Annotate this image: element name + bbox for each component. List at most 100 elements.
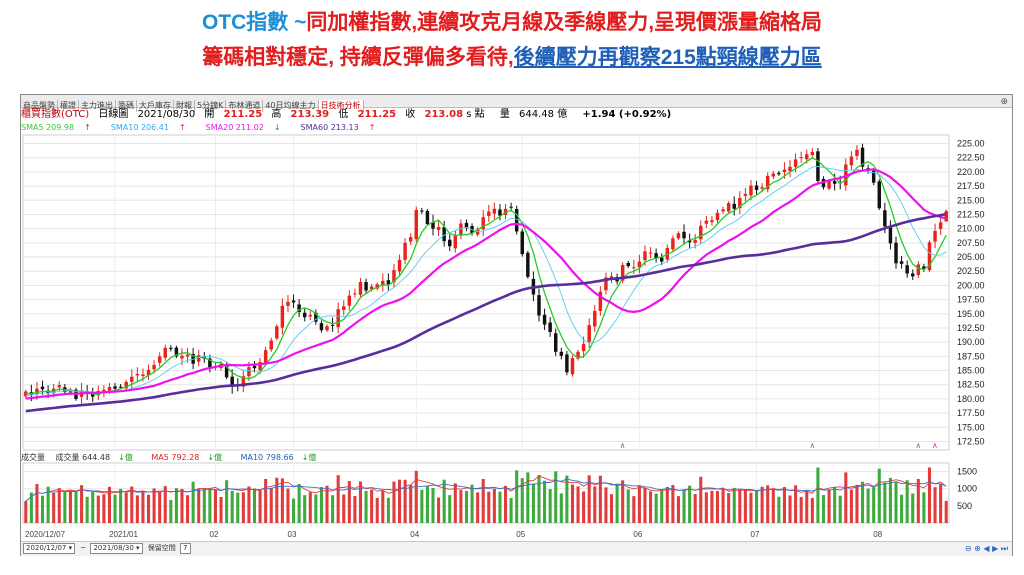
candle-body-95	[553, 333, 558, 352]
scroll-right-icon[interactable]: ▶	[992, 544, 999, 553]
low-field: 低 211.25	[338, 109, 396, 120]
candle-body-45	[275, 326, 279, 339]
candle-body-83	[487, 211, 491, 216]
volume-bar-69	[409, 485, 413, 523]
volume-bar-50	[303, 495, 307, 523]
volume-bar-133	[766, 485, 770, 523]
candle-body-112	[648, 252, 653, 254]
date-to-value: 2021/08/30	[93, 544, 134, 552]
candle-body-116	[671, 238, 675, 250]
candle-body-118	[682, 231, 686, 239]
candle-body-39	[241, 376, 246, 387]
volume-bar-85	[498, 491, 502, 523]
volume-legend: 成交量 成交量 644.48 ↓億 MA5 792.28 ↓億 MA10 798.6…	[21, 453, 332, 463]
sma-legend-arrow-0: ↑	[84, 123, 91, 132]
volume-bar-56	[336, 475, 340, 523]
keep-space-label: 保留空間	[147, 544, 176, 552]
zoom-out-icon[interactable]: ⊖	[964, 544, 972, 553]
volume-bar-12	[91, 491, 95, 523]
volume-bar-80	[470, 484, 474, 523]
volume-bar-165	[944, 500, 948, 523]
volume-bar-98	[570, 484, 574, 523]
volume-bar-66	[392, 481, 396, 523]
tab-7[interactable]: 布林通道	[226, 100, 264, 112]
tab-0[interactable]: 商品盤勢	[21, 100, 58, 112]
signal-marker-3: ∧	[932, 441, 938, 450]
candle-body-21	[141, 374, 145, 376]
high-field: 高 213.39	[271, 109, 329, 120]
volume-bar-142	[816, 467, 820, 523]
candle-body-145	[832, 180, 837, 184]
volume-bar-139	[799, 496, 803, 523]
candle-body-129	[743, 194, 748, 196]
candle-body-67	[397, 259, 402, 272]
zoom-in-icon[interactable]: ⊕	[974, 544, 981, 553]
price-tick-label-1: 222.50	[957, 153, 985, 163]
headline-underlined-text: 後續壓力再觀察215點頸線壓力區	[513, 46, 822, 69]
chart-period: 日線圖	[98, 109, 129, 120]
volume-tick-label-2: 500	[957, 501, 972, 511]
tab-3[interactable]: 籌碼	[116, 100, 137, 112]
price-tick-label-20: 175.00	[957, 422, 985, 432]
scroll-left-icon[interactable]: ◀	[983, 544, 990, 553]
volume-bar-22	[146, 494, 151, 523]
price-tick-label-6: 210.00	[957, 224, 985, 234]
low-label: 低	[338, 109, 349, 120]
volume-bar-94	[548, 489, 552, 523]
volume-bar-113	[654, 493, 658, 523]
volume-bar-101	[587, 475, 591, 523]
candle-body-46	[280, 305, 285, 328]
tab-4[interactable]: 大戶庫存	[137, 100, 174, 112]
tab-6[interactable]: 5分鐘K	[195, 100, 227, 112]
volume-bar-42	[258, 490, 262, 523]
candle-body-99	[576, 351, 580, 359]
candle-body-36	[224, 364, 229, 378]
volume-bar-129	[743, 490, 747, 523]
volume-bar-47	[286, 488, 290, 523]
candle-body-31	[196, 355, 201, 362]
high-label: 高	[271, 109, 282, 120]
volume-bar-155	[888, 477, 892, 523]
tab-1[interactable]: 權證	[58, 100, 79, 112]
volume-bar-115	[665, 486, 669, 523]
date-from-select[interactable]: 2020/12/07 ▾	[23, 543, 76, 554]
tab-2[interactable]: 主力進出	[79, 100, 116, 112]
zoom-icon[interactable]: ⊕	[1000, 96, 1008, 106]
candle-body-140	[805, 154, 809, 160]
volume-bar-152	[872, 487, 876, 523]
unit-label: s 點	[466, 109, 485, 120]
candle-body-110	[637, 261, 642, 268]
candle-body-109	[632, 267, 636, 269]
volume-bar-162	[927, 467, 932, 523]
date-to-select[interactable]: 2021/08/30 ▾	[90, 543, 143, 554]
candle-body-6	[57, 385, 61, 388]
volume-bar-34	[213, 489, 217, 523]
volume-bar-16	[113, 494, 117, 523]
tab-9[interactable]: 日技術分析	[318, 100, 364, 112]
price-tick-label-4: 215.00	[957, 195, 985, 205]
tab-5[interactable]: 財報	[174, 100, 195, 112]
volume-bar-111	[643, 488, 647, 523]
candle-body-90	[526, 252, 530, 277]
candle-body-2	[35, 388, 39, 394]
volume-bar-87	[509, 498, 513, 523]
volume-bar-107	[621, 480, 625, 523]
headline-line-1-text: 同加權指數,連續攻克月線及季線壓力,呈現價漲量縮格局	[306, 11, 823, 34]
headline-line-1: OTC指數 ~同加權指數,連續攻克月線及季線壓力,呈現價漲量縮格局	[0, 6, 1024, 36]
keep-space-input[interactable]: 7	[180, 543, 191, 554]
candle-body-79	[464, 222, 469, 229]
volume-bar-29	[186, 495, 190, 523]
price-tick-label-7: 207.50	[957, 238, 985, 248]
volume-bar-157	[900, 494, 904, 523]
candle-body-57	[342, 306, 346, 310]
volume-bar-158	[905, 480, 909, 523]
volume-bar-40	[247, 486, 251, 523]
volume-bar-164	[939, 484, 943, 523]
volume-bar-124	[715, 491, 720, 523]
ma5-arrow: ↓億	[207, 453, 223, 462]
scroll-end-icon[interactable]: ⏭	[1000, 544, 1008, 553]
volume-bar-53	[319, 487, 323, 523]
volume-bar-81	[476, 492, 480, 523]
tab-8[interactable]: 40日均線主力	[263, 100, 319, 112]
candle-body-84	[492, 208, 497, 214]
